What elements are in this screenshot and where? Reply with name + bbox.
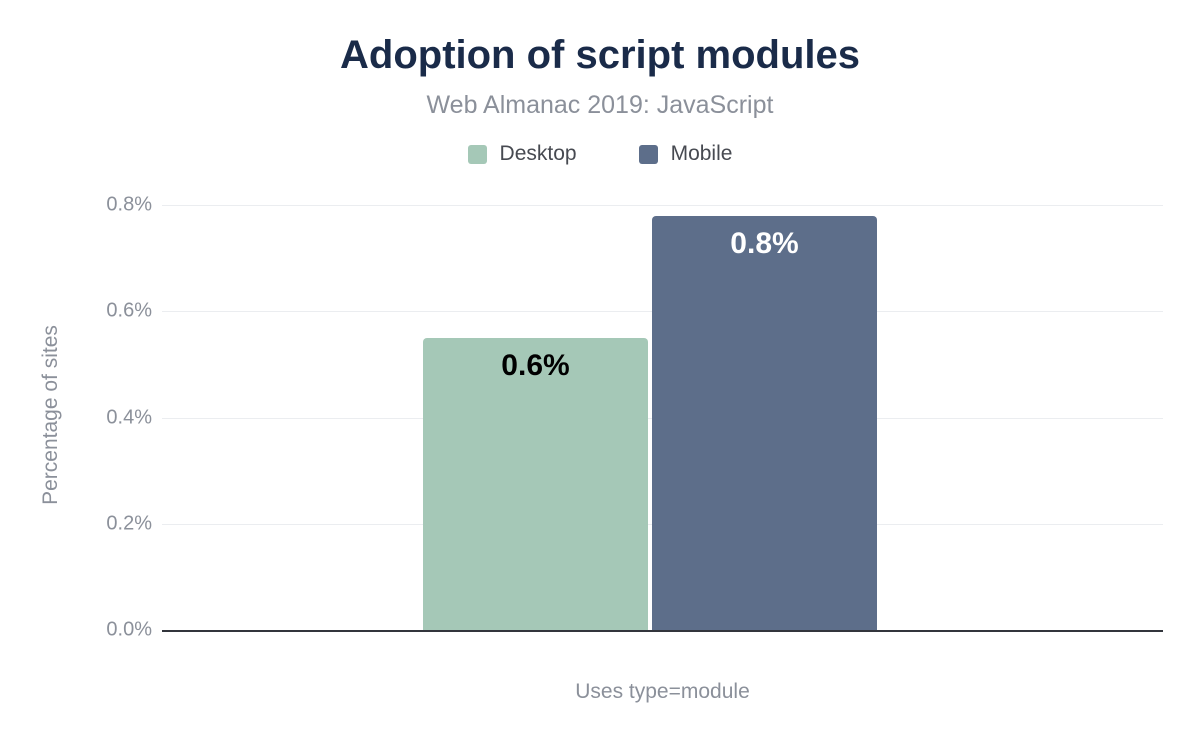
chart-title: Adoption of script modules <box>340 33 860 77</box>
legend-swatch-mobile <box>638 144 658 164</box>
legend-swatch-desktop <box>467 144 487 164</box>
gridline <box>162 205 1163 206</box>
bar-value-label-mobile: 0.8% <box>730 226 799 260</box>
bar-mobile[interactable]: 0.8% <box>652 215 877 630</box>
plot-area: 0.0% 0.2% 0.4% 0.6% 0.8% 0.6% 0.8% <box>106 194 1163 641</box>
y-tick-label: 0.8% <box>106 193 152 216</box>
chart-subtitle: Web Almanac 2019: JavaScript <box>426 91 774 119</box>
y-axis-title: Percentage of sites <box>39 325 62 505</box>
legend-label-mobile: Mobile <box>670 142 733 165</box>
bar-desktop[interactable]: 0.6% <box>423 337 648 630</box>
y-tick-label: 0.2% <box>106 512 152 535</box>
y-tick-label: 0.0% <box>106 618 152 641</box>
legend-label-desktop: Desktop <box>499 142 577 165</box>
y-tick-label: 0.4% <box>106 406 152 428</box>
legend-item-desktop: Desktop <box>467 142 577 166</box>
legend: Desktop Mobile <box>0 142 1200 166</box>
y-tick-label: 0.6% <box>106 299 152 322</box>
x-axis-title: Uses type=module <box>575 680 750 703</box>
legend-item-mobile: Mobile <box>638 142 733 166</box>
bar-value-label-desktop: 0.6% <box>501 348 570 382</box>
